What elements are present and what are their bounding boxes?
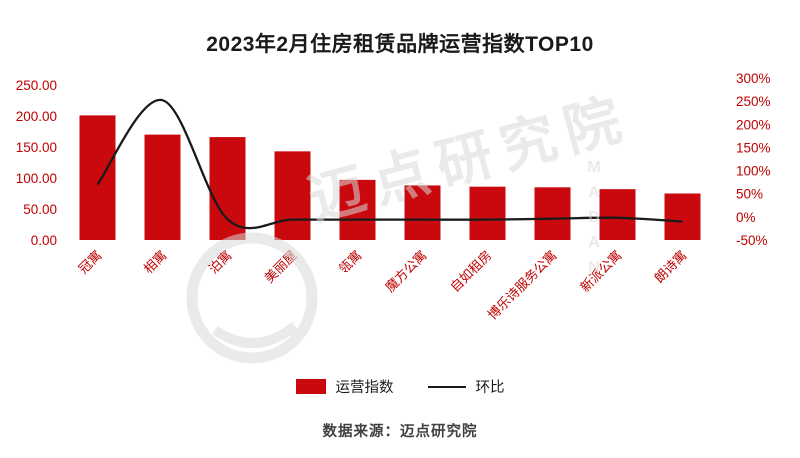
bar-冠寓 bbox=[79, 115, 116, 240]
left-axis-tick: 150.00 bbox=[16, 140, 57, 155]
right-axis-tick: -50% bbox=[736, 233, 768, 248]
category-label-冠寓: 冠寓 bbox=[76, 248, 105, 277]
line-环比 bbox=[96, 99, 683, 230]
bar-瓴寓 bbox=[339, 179, 376, 240]
right-axis-tick: 250% bbox=[736, 94, 771, 109]
watermark-letter: A bbox=[588, 184, 600, 201]
legend-line-label: 环比 bbox=[475, 380, 505, 396]
left-axis-tick: 0.00 bbox=[31, 233, 57, 248]
right-axis-tick: 0% bbox=[736, 210, 756, 225]
bar-美丽屋 bbox=[274, 151, 311, 240]
chart-title: 2023年2月住房租赁品牌运营指数TOP10 bbox=[206, 33, 594, 56]
legend-bar-swatch bbox=[295, 379, 326, 394]
category-label-相寓: 相寓 bbox=[141, 248, 170, 277]
right-axis-tick: 100% bbox=[736, 164, 771, 179]
watermark-letter: M bbox=[587, 159, 600, 176]
right-axis-tick: 200% bbox=[736, 117, 771, 132]
legend-line-swatch bbox=[427, 385, 466, 388]
bar-相寓 bbox=[144, 134, 181, 240]
category-label-朗诗寓: 朗诗寓 bbox=[651, 248, 689, 286]
bar-自如租房 bbox=[469, 186, 506, 240]
data-source-text: 数据来源：迈点研究院 bbox=[322, 424, 478, 440]
bar-朗诗寓 bbox=[664, 193, 701, 240]
left-axis-tick: 200.00 bbox=[16, 109, 57, 124]
watermark-letter: D bbox=[588, 209, 600, 226]
category-label-自如租房: 自如租房 bbox=[447, 248, 494, 295]
bar-泊寓 bbox=[209, 137, 246, 240]
left-axis-tick: 50.00 bbox=[23, 202, 57, 217]
category-label-瓴寓: 瓴寓 bbox=[336, 248, 365, 277]
chart-legend: 运营指数 环比 bbox=[0, 376, 800, 397]
legend-bar-label: 运营指数 bbox=[335, 380, 394, 396]
right-axis-tick: 50% bbox=[736, 187, 763, 202]
left-axis-tick: 100.00 bbox=[16, 171, 57, 186]
right-axis-tick: 300% bbox=[736, 71, 771, 86]
category-label-博乐诗服务公寓: 博乐诗服务公寓 bbox=[485, 248, 560, 323]
watermark-letter: N bbox=[588, 259, 600, 276]
watermark-logo-swoosh bbox=[212, 322, 299, 348]
category-label-新派公寓: 新派公寓 bbox=[577, 248, 624, 295]
right-axis-tick: 150% bbox=[736, 140, 771, 155]
category-label-魔方公寓: 魔方公寓 bbox=[382, 248, 429, 295]
watermark-letter: A bbox=[588, 234, 600, 251]
bar-新派公寓 bbox=[599, 189, 636, 240]
watermark-logo-circle bbox=[186, 232, 318, 364]
left-axis-tick: 250.00 bbox=[16, 78, 57, 93]
bar-博乐诗服务公寓 bbox=[534, 187, 571, 240]
bar-魔方公寓 bbox=[404, 185, 441, 240]
